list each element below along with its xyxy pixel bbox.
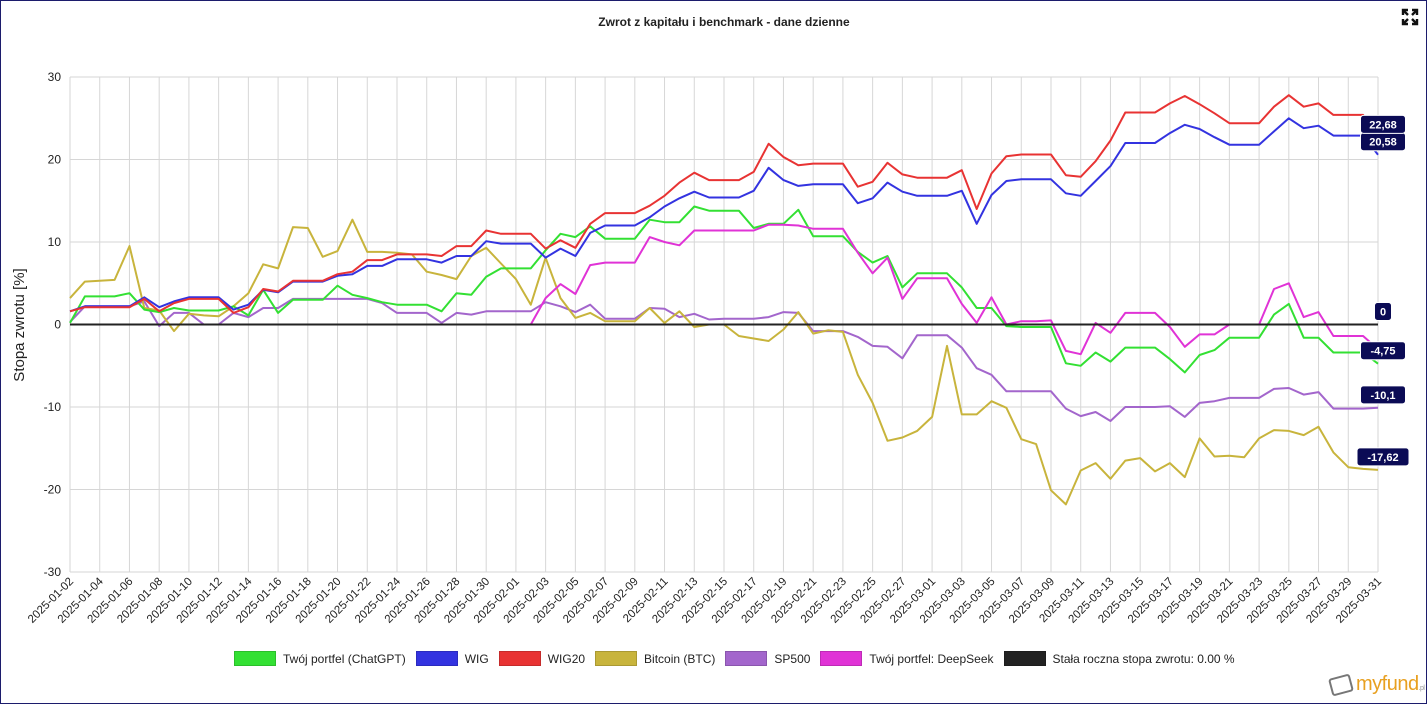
- end-value-label-text: -10,1: [1370, 390, 1395, 402]
- end-value-label: 0: [1374, 302, 1392, 321]
- end-value-label-text: 20,58: [1369, 137, 1397, 149]
- legend-item[interactable]: Twój portfel: DeepSeek: [820, 651, 994, 666]
- legend-swatch: [725, 651, 768, 666]
- legend-label: Twój portfel (ChatGPT): [283, 651, 406, 666]
- legend-swatch: [820, 651, 863, 666]
- end-value-label-text: -17,62: [1367, 452, 1398, 464]
- legend-item[interactable]: Stała roczna stopa zwrotu: 0.00 %: [1003, 651, 1235, 666]
- logo-chart-icon: [1328, 672, 1354, 697]
- legend-swatch: [595, 651, 638, 666]
- end-value-label: 22,68: [1360, 114, 1406, 134]
- legend-item[interactable]: SP500: [725, 651, 810, 666]
- chart-title: Zwrot z kapitału i benchmark - dane dzie…: [598, 15, 850, 29]
- end-value-label-box: [1360, 385, 1406, 405]
- expand-button[interactable]: [1401, 8, 1419, 26]
- y-tick-label: -10: [44, 400, 62, 414]
- chart-legend: Twój portfel (ChatGPT) WIG WIG20 Bitcoin (B…: [234, 651, 1245, 666]
- logo-suffix: .pl: [1418, 685, 1425, 692]
- legend-label: SP500: [774, 651, 811, 666]
- end-value-label-box: [1356, 447, 1410, 467]
- y-tick-label: 30: [48, 70, 62, 84]
- expand-icon: [1401, 8, 1419, 26]
- y-tick-label: 10: [48, 235, 62, 249]
- end-value-label: -10,1: [1360, 385, 1406, 405]
- legend-label: Stała roczna stopa zwrotu: 0.00 %: [1052, 651, 1235, 666]
- y-tick-label: -20: [44, 483, 62, 497]
- y-tick-label: -30: [44, 565, 62, 579]
- legend-label: WIG20: [547, 651, 586, 666]
- legend-item[interactable]: WIG20: [498, 651, 586, 666]
- end-value-label-text: -4,75: [1370, 346, 1395, 358]
- end-value-label: -17,62: [1356, 447, 1410, 467]
- legend-item[interactable]: WIG: [415, 651, 489, 666]
- legend-swatch: [1003, 651, 1046, 666]
- end-value-label-text: 0: [1380, 307, 1386, 319]
- end-value-label: 20,58: [1360, 132, 1406, 152]
- y-axis-title: Stopa zwrotu [%]: [11, 268, 28, 381]
- legend-label: WIG: [464, 651, 489, 666]
- logo-text: myfund: [1356, 673, 1419, 695]
- y-tick-label: 20: [48, 153, 62, 167]
- series-line-wig20: [69, 94, 1379, 314]
- myfund-logo[interactable]: myfund .pl: [1328, 672, 1425, 697]
- end-value-label-box: [1360, 114, 1406, 134]
- legend-label: Twój portfel: DeepSeek: [869, 651, 994, 666]
- end-value-label: -4,75: [1360, 341, 1406, 361]
- legend-swatch: [415, 651, 458, 666]
- series-line-sp500: [69, 297, 1379, 422]
- legend-item[interactable]: Bitcoin (BTC): [595, 651, 715, 666]
- legend-label: Bitcoin (BTC): [644, 651, 716, 666]
- series-line-tw-j-portfel-chatgpt-: [69, 205, 1379, 374]
- legend-swatch: [498, 651, 541, 666]
- y-tick-label: 0: [54, 318, 61, 332]
- legend-item[interactable]: Twój portfel (ChatGPT): [234, 651, 406, 666]
- end-value-label-text: 22,68: [1369, 119, 1397, 131]
- end-value-label-box: [1360, 341, 1406, 361]
- end-value-label-box: [1374, 302, 1392, 321]
- legend-swatch: [234, 651, 276, 666]
